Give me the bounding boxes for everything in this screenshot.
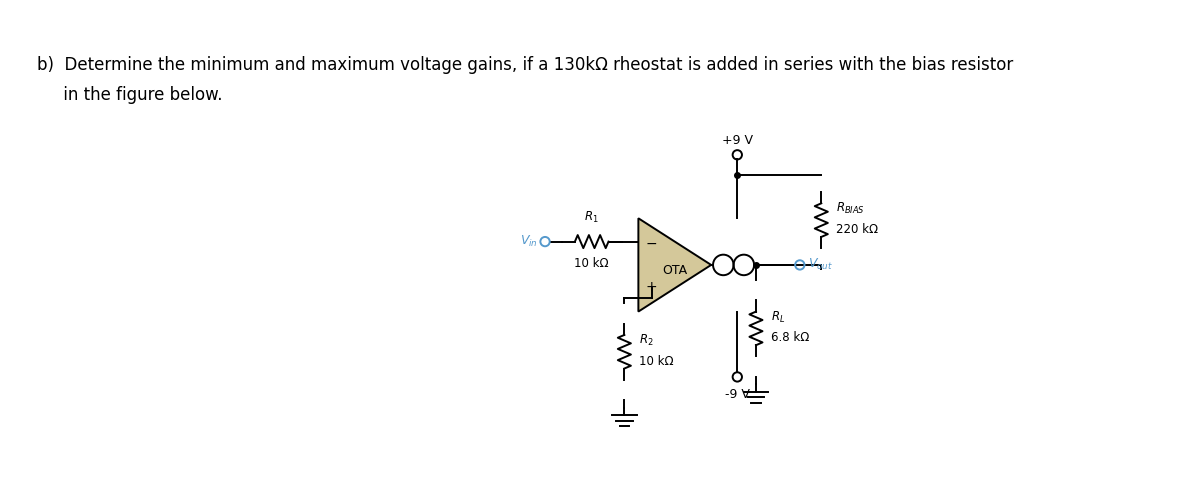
Text: 10 kΩ: 10 kΩ bbox=[640, 354, 674, 368]
Text: $R_{BIAS}$: $R_{BIAS}$ bbox=[836, 202, 865, 216]
Text: b)  Determine the minimum and maximum voltage gains, if a 130kΩ rheostat is adde: b) Determine the minimum and maximum vol… bbox=[37, 56, 1014, 74]
Text: $V_{in}$: $V_{in}$ bbox=[520, 234, 538, 249]
Text: $R_L$: $R_L$ bbox=[770, 310, 785, 324]
Polygon shape bbox=[638, 218, 712, 312]
Text: 10 kΩ: 10 kΩ bbox=[575, 256, 610, 270]
Text: 6.8 kΩ: 6.8 kΩ bbox=[770, 331, 809, 344]
Text: $R_2$: $R_2$ bbox=[640, 333, 654, 348]
Text: $+$: $+$ bbox=[646, 280, 658, 294]
Text: $-$: $-$ bbox=[646, 236, 658, 250]
Text: 220 kΩ: 220 kΩ bbox=[836, 223, 878, 236]
Text: -9 V: -9 V bbox=[725, 388, 750, 401]
Text: OTA: OTA bbox=[662, 264, 688, 277]
Text: in the figure below.: in the figure below. bbox=[37, 86, 223, 103]
Text: $V_{out}$: $V_{out}$ bbox=[809, 258, 833, 272]
Text: $R_1$: $R_1$ bbox=[584, 210, 599, 225]
Text: +9 V: +9 V bbox=[722, 134, 752, 147]
